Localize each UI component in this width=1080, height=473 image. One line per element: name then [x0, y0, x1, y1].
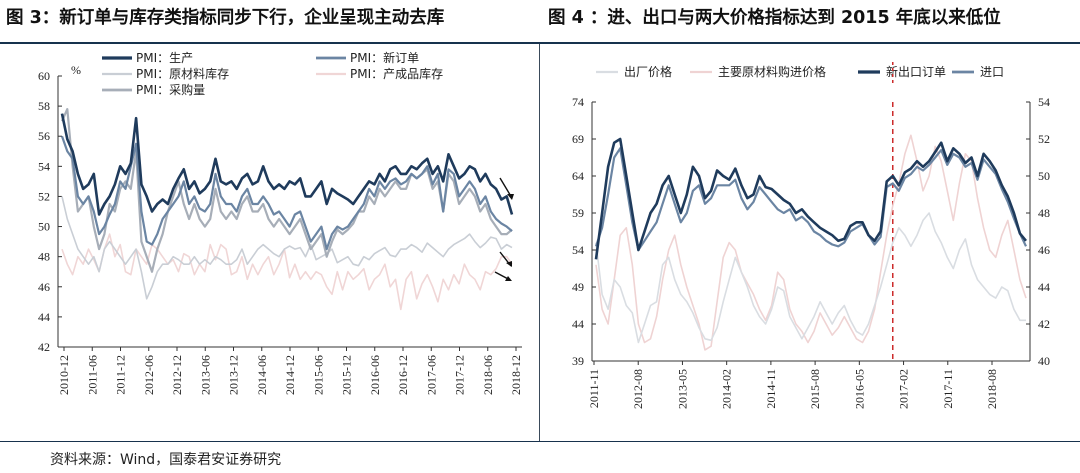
x-tick-label: 2017-11	[941, 369, 955, 409]
legend-label: PMI：产成品库存	[350, 66, 443, 81]
x-tick-label: 2011-12	[114, 355, 128, 395]
x-tick-label: 2016-06	[368, 355, 382, 395]
left-tick-label: 49	[572, 280, 584, 294]
x-tick-label: 2016-12	[396, 355, 410, 395]
x-tick-label: 2011-11	[587, 369, 601, 408]
legend-label: PMI：新订单	[350, 50, 419, 65]
y-tick-label: 58	[38, 99, 50, 113]
unit-label: %	[71, 63, 81, 77]
x-tick-label: 2016-05	[852, 369, 866, 409]
series-line-3	[61, 196, 513, 300]
legend-label: 新出口订单	[886, 64, 946, 79]
figure-3-title: 图 3：新订单与库存类指标同步下行，企业呈现主动去库	[6, 8, 445, 28]
trend-arrow-1-head	[507, 194, 514, 200]
y-tick-label: 42	[38, 340, 50, 354]
top-rule	[0, 42, 1080, 44]
y-tick-label: 60	[38, 69, 50, 83]
y-tick-label: 50	[38, 220, 50, 234]
trend-arrow-2-head	[506, 261, 512, 267]
y-tick-label: 46	[38, 280, 50, 294]
panel-divider	[539, 44, 540, 441]
figure-4-title: 图 4 ：进、出口与两大价格指标达到 2015 年底以来低位	[548, 8, 1001, 28]
x-tick-label: 2017-12	[453, 355, 467, 395]
right-tick-label: 48	[1038, 206, 1050, 220]
x-tick-label: 2012-12	[170, 355, 184, 395]
x-tick-label: 2013-12	[227, 355, 241, 395]
x-tick-label: 2017-02	[897, 369, 911, 409]
y-tick-label: 56	[38, 129, 50, 143]
x-tick-label: 2015-08	[808, 369, 822, 409]
right-tick-label: 50	[1038, 169, 1050, 183]
x-tick-label: 2012-08	[631, 369, 645, 409]
right-tick-label: 52	[1038, 132, 1050, 146]
y-tick-label: 48	[38, 250, 50, 264]
right-tick-label: 44	[1038, 280, 1050, 294]
legend-label: PMI：采购量	[136, 82, 205, 97]
x-tick-label: 2014-02	[720, 369, 734, 409]
legend-label: PMI：原材料库存	[136, 66, 229, 81]
series-line-4	[594, 147, 1027, 252]
source-note: 资料来源：Wind，国泰君安证券研究	[50, 452, 282, 468]
x-tick-label: 2018-08	[985, 369, 999, 409]
left-tick-label: 59	[572, 206, 584, 220]
legend-label: PMI：生产	[136, 51, 193, 65]
y-tick-label: 54	[38, 159, 50, 173]
series-line-2	[60, 135, 513, 251]
series-line-1	[60, 113, 514, 216]
legend-label: 主要原材料购进价格	[718, 64, 826, 79]
series-line-2	[595, 134, 1027, 351]
series-line-1	[595, 212, 1026, 344]
left-tick-label: 69	[572, 132, 584, 146]
pmi-line-chart: 42 44 46 48 50 52 54 56 58 60 % 2010-12 2011-06 2011-…	[38, 50, 523, 395]
left-tick-label: 74	[572, 95, 584, 109]
left-tick-label: 44	[572, 317, 584, 331]
trend-arrow-3-head	[505, 276, 512, 281]
x-tick-label: 2012-06	[142, 355, 156, 395]
right-tick-label: 54	[1038, 95, 1050, 109]
right-tick-label: 46	[1038, 243, 1050, 257]
x-tick-label: 2017-06	[424, 355, 438, 395]
x-tick-label: 2018-12	[509, 355, 523, 395]
series-line-4	[61, 233, 513, 311]
x-tick-label: 2014-12	[283, 355, 297, 395]
x-tick-label: 2010-12	[57, 355, 71, 395]
left-tick-label: 54	[572, 243, 584, 257]
x-tick-label: 2015-12	[340, 355, 354, 395]
series-line-3	[594, 137, 1028, 260]
x-tick-label: 2011-06	[85, 355, 99, 395]
x-tick-label: 2014-11	[764, 369, 778, 409]
bottom-rule	[0, 441, 1080, 442]
right-tick-label: 42	[1038, 317, 1050, 331]
left-tick-label: 64	[572, 169, 584, 183]
legend-label: 进口	[980, 65, 1004, 79]
x-tick-label: 2013-06	[198, 355, 212, 395]
right-tick-label: 40	[1038, 354, 1050, 368]
x-tick-label: 2015-06	[311, 355, 325, 395]
left-tick-label: 39	[572, 354, 584, 368]
x-tick-label: 2014-06	[255, 355, 269, 395]
legend-label: 出厂价格	[624, 64, 672, 79]
x-tick-label: 2018-06	[481, 355, 495, 395]
x-tick-label: 2013-05	[675, 369, 689, 409]
y-tick-label: 44	[38, 310, 50, 324]
y-tick-label: 52	[38, 189, 50, 203]
